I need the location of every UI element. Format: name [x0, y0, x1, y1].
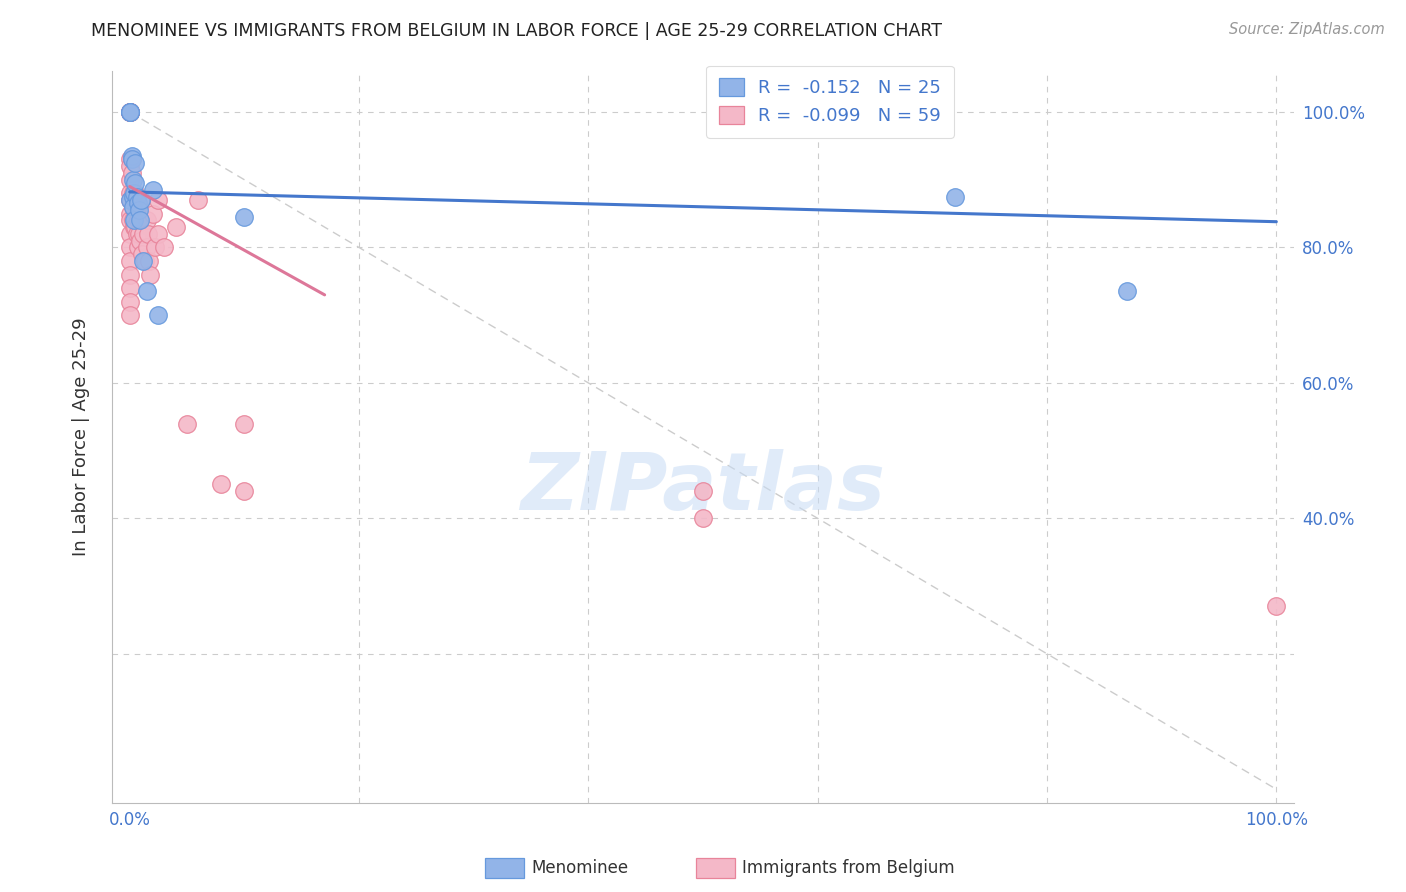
Point [118, 186, 141, 201]
Point [118, 294, 141, 309]
Point [136, 227, 159, 241]
Point [124, 176, 146, 190]
Point [122, 200, 145, 214]
Point [142, 206, 165, 220]
Point [143, 240, 166, 254]
Point [118, 105, 141, 120]
Point [118, 105, 141, 120]
Point [122, 213, 145, 227]
Point [118, 213, 141, 227]
Point [118, 240, 141, 254]
Text: Source: ZipAtlas.com: Source: ZipAtlas.com [1229, 22, 1385, 37]
Point [135, 213, 157, 227]
Point [121, 153, 143, 167]
Point [118, 281, 141, 295]
Point [148, 193, 170, 207]
Point [122, 186, 145, 201]
Point [125, 227, 148, 241]
Point [121, 153, 143, 167]
Point [125, 200, 148, 214]
Point [1116, 285, 1139, 299]
Point [135, 240, 157, 254]
Point [122, 189, 145, 203]
Point [118, 193, 141, 207]
Point [134, 254, 156, 268]
Point [128, 203, 150, 218]
Point [165, 220, 187, 235]
Point [118, 254, 141, 268]
Point [128, 227, 150, 241]
Point [127, 240, 149, 254]
Point [129, 234, 152, 248]
Point [118, 193, 141, 207]
Point [138, 254, 160, 268]
Point [176, 417, 198, 431]
Point [118, 105, 141, 120]
Point [135, 285, 157, 299]
Point [233, 210, 256, 224]
Point [127, 196, 149, 211]
Text: Menominee: Menominee [531, 859, 628, 877]
Point [132, 254, 155, 268]
Point [118, 105, 141, 120]
Point [118, 153, 141, 167]
Point [148, 308, 170, 322]
Point [118, 268, 141, 282]
Point [129, 213, 152, 227]
Point [124, 186, 146, 201]
Point [139, 268, 162, 282]
Point [118, 227, 141, 241]
Point [124, 220, 146, 235]
Point [118, 206, 141, 220]
Text: ZIPatlas: ZIPatlas [520, 450, 886, 527]
Point [118, 308, 141, 322]
Point [125, 189, 148, 203]
Point [122, 193, 145, 207]
Point [118, 105, 141, 120]
Text: MENOMINEE VS IMMIGRANTS FROM BELGIUM IN LABOR FORCE | AGE 25-29 CORRELATION CHAR: MENOMINEE VS IMMIGRANTS FROM BELGIUM IN … [91, 22, 942, 40]
Point [132, 227, 155, 241]
Point [118, 105, 141, 120]
Point [121, 166, 143, 180]
Point [129, 193, 152, 207]
Legend: R =  -0.152   N = 25, R =  -0.099   N = 59: R = -0.152 N = 25, R = -0.099 N = 59 [706, 66, 953, 137]
Point [148, 227, 170, 241]
Point [124, 156, 146, 170]
Point [118, 172, 141, 186]
Point [118, 159, 141, 173]
Point [122, 220, 145, 235]
Point [118, 105, 141, 120]
Point [187, 193, 209, 207]
Point [127, 213, 149, 227]
Point [121, 149, 143, 163]
Point [129, 193, 152, 207]
Point [122, 200, 145, 214]
Point [118, 105, 141, 120]
Point [233, 417, 256, 431]
Point [1265, 599, 1288, 614]
Point [118, 105, 141, 120]
Point [209, 477, 232, 491]
Point [943, 189, 966, 203]
Point [233, 484, 256, 499]
Point [692, 484, 714, 499]
Point [153, 240, 176, 254]
Text: Immigrants from Belgium: Immigrants from Belgium [742, 859, 955, 877]
Y-axis label: In Labor Force | Age 25-29: In Labor Force | Age 25-29 [72, 318, 90, 557]
Point [122, 172, 145, 186]
Point [142, 183, 165, 197]
Point [118, 105, 141, 120]
Point [122, 213, 145, 227]
Point [692, 511, 714, 525]
Point [122, 186, 145, 201]
Point [131, 247, 153, 261]
